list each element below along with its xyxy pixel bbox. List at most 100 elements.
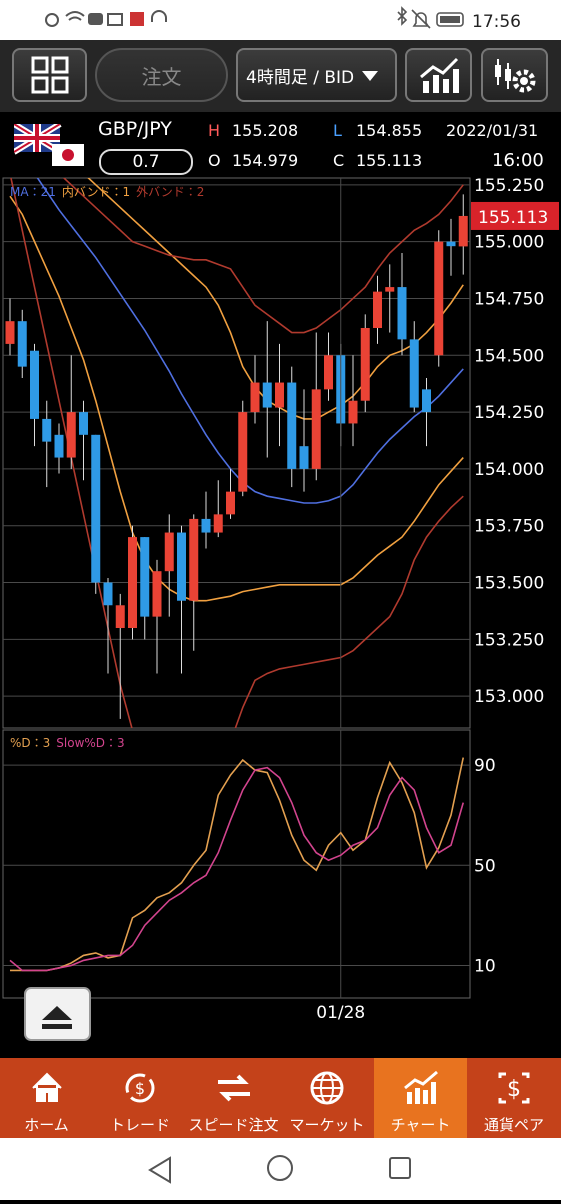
svg-text:$: $ — [507, 1077, 521, 1102]
nav-label: トレード — [109, 1116, 170, 1134]
nav-label: スピード注文 — [188, 1116, 279, 1134]
legend-entry: 外バンド：2 — [136, 185, 204, 199]
chart: MA：21 内バンド：1 外バンド：2 %D：3 Slow%D：3 153.000 15… — [2, 176, 559, 1041]
y-tick-label: 154.250 — [474, 403, 544, 423]
open-value: 154.979 — [232, 151, 299, 170]
candle-body — [250, 382, 260, 413]
high-label: H — [208, 121, 221, 140]
y-tick-label: 154.000 — [474, 460, 544, 480]
nav-item[interactable]: $ 通貨ペア — [468, 1058, 561, 1138]
clock: 17:56 — [472, 12, 521, 32]
y-tick-label: 153.750 — [474, 517, 544, 537]
quote-header: GBP/JPY 0.7 H 155.208 L 154.855 2022/01/… — [0, 112, 561, 178]
nav-icon: $ — [498, 1072, 530, 1104]
indicator-line — [9, 195, 464, 602]
toolbar: 注文 4時間足 / BID — [0, 40, 561, 112]
settings-icon — [494, 59, 535, 93]
candle-body — [446, 241, 456, 247]
last-price-label: 155.113 — [478, 208, 548, 228]
y-tick-label: 155.250 — [474, 176, 544, 196]
y-tick-label: 154.500 — [474, 346, 544, 366]
candle-body — [189, 518, 199, 601]
svg-text:$: $ — [135, 1079, 145, 1098]
system-nav-icons — [148, 1155, 411, 1184]
candle-body — [213, 514, 223, 533]
candle-body — [91, 434, 101, 583]
candle-body — [409, 339, 419, 408]
candle-body — [422, 389, 431, 413]
y-tick-label: 50 — [474, 856, 496, 876]
close-value: 155.113 — [356, 151, 423, 170]
low-label: L — [333, 121, 342, 140]
candle-body — [5, 321, 15, 344]
nav-item[interactable]: ホーム — [0, 1058, 93, 1138]
settings-button[interactable] — [481, 48, 548, 102]
y-tick-label: 10 — [474, 956, 496, 976]
timeframe-label: 4時間足 / BID — [246, 67, 355, 88]
chart-type-button[interactable] — [405, 48, 472, 102]
candle-body — [152, 571, 162, 617]
price-panel — [2, 177, 471, 729]
nav-label: マーケット — [289, 1116, 365, 1134]
y-tick-label: 153.250 — [474, 630, 544, 650]
nav-label: ホーム — [24, 1116, 69, 1134]
y-tick-label: 153.500 — [474, 574, 544, 594]
nav-item[interactable]: チャート — [374, 1058, 467, 1138]
last-price-tag — [471, 201, 559, 230]
candle-body — [103, 582, 113, 606]
close-label: C — [333, 151, 345, 170]
high-value: 155.208 — [232, 121, 299, 140]
candle-body — [458, 215, 468, 247]
nav-icon: $ — [125, 1073, 155, 1103]
candle-body — [30, 350, 39, 419]
back-button[interactable] — [148, 1156, 171, 1184]
nav-item[interactable]: スピード注文 — [187, 1058, 280, 1138]
candle-body — [385, 287, 395, 292]
nav-icon — [403, 1070, 438, 1104]
indicator-line — [10, 178, 464, 728]
indicator-line — [10, 757, 465, 972]
eject-button[interactable] — [24, 987, 91, 1041]
y-tick-label: 153.000 — [474, 687, 544, 707]
candle-body — [177, 532, 186, 601]
candle-body — [164, 532, 174, 572]
grid-icon — [31, 56, 68, 94]
legend-entry: MA：21 — [10, 185, 56, 199]
nav-icon — [217, 1074, 250, 1102]
y-tick-label: 155.000 — [474, 233, 544, 253]
dropdown-arrow — [362, 71, 379, 81]
recents-button[interactable] — [389, 1157, 411, 1179]
candle-body — [238, 412, 248, 492]
indicator-line — [87, 178, 464, 420]
candle-body — [226, 491, 235, 515]
x-tick-label: 01/28 — [316, 1003, 365, 1023]
candle-body — [434, 241, 444, 356]
candle-body — [373, 291, 382, 328]
indicator-line — [62, 178, 464, 334]
menu-button[interactable] — [12, 48, 87, 102]
legend-entry: %D：3 — [10, 736, 50, 750]
home-button[interactable] — [267, 1155, 293, 1181]
y-tick-label: 154.750 — [474, 289, 544, 309]
nav-item[interactable]: マーケット — [281, 1058, 374, 1138]
date: 2022/01/31 — [446, 121, 539, 140]
order-button[interactable]: 注文 — [95, 48, 228, 102]
candle-body — [79, 412, 88, 435]
flags — [14, 124, 84, 166]
legend-entry: 内バンド：1 — [62, 185, 130, 199]
candle-body — [42, 418, 52, 442]
candle-body — [360, 328, 370, 401]
nav-label: 通貨ペア — [483, 1116, 544, 1134]
y-tick-label: 90 — [474, 756, 496, 776]
candle-body — [311, 389, 321, 469]
candle-body — [201, 518, 211, 533]
nav-icon — [310, 1071, 344, 1105]
candle-body — [54, 434, 64, 458]
status-bar: 17:56 — [0, 0, 561, 40]
candle-body — [299, 446, 309, 469]
nav-item[interactable]: $ トレード — [94, 1058, 187, 1138]
bottom-nav: ホーム $ トレード スピード注文 マーケット チャート $ 通貨ペア — [0, 1058, 561, 1138]
open-label: O — [208, 151, 221, 170]
timeframe-dropdown[interactable]: 4時間足 / BID — [236, 48, 397, 102]
